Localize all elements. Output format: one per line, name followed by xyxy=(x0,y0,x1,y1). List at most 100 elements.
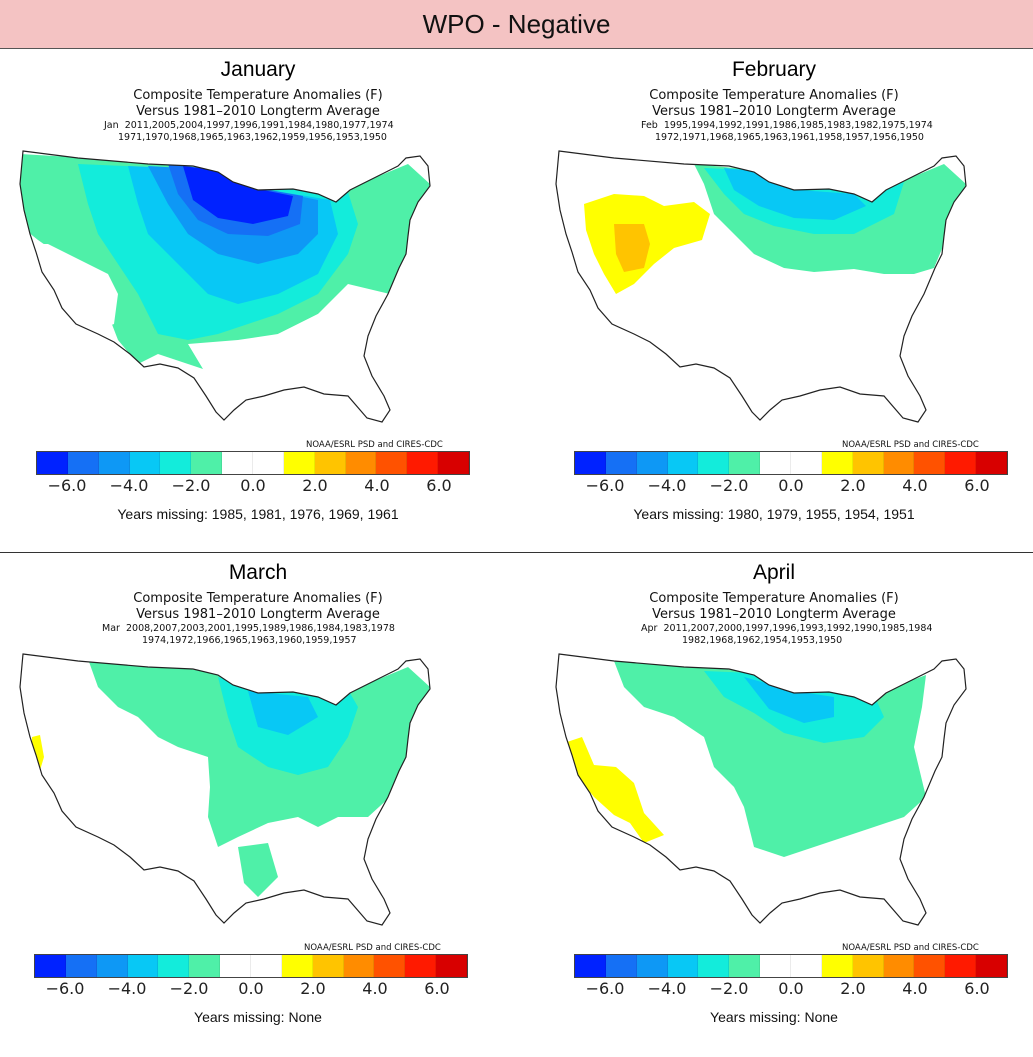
years-missing: Years missing: None xyxy=(710,1009,838,1025)
composite-years-line2: 1972,1971,1968,1965,1963,1961,1958,1957,… xyxy=(655,132,924,143)
colorbar-tick-label: −2.0 xyxy=(709,476,749,495)
colorbar-swatch xyxy=(129,452,161,474)
colorbar-tick-label: 4.0 xyxy=(362,979,388,998)
colorbar-swatch xyxy=(436,955,468,977)
colorbar-ticks: −6.0 −4.0 −2.0 0.0 2.0 4.0 6.0 xyxy=(36,476,470,496)
colorbar-swatch xyxy=(160,452,192,474)
colorbar-ticks: −6.0 −4.0 −2.0 0.0 2.0 4.0 6.0 xyxy=(574,476,1008,496)
panel-chart-title: Composite Temperature Anomalies (F) xyxy=(649,88,899,103)
colorbar-swatch xyxy=(821,955,853,977)
colorbar-swatch xyxy=(914,955,946,977)
years-list: 1995,1994,1992,1991,1986,1985,1983,1982,… xyxy=(663,120,933,131)
colorbar-swatch xyxy=(976,452,1008,474)
colorbar-swatch xyxy=(96,955,128,977)
month-abbr: Apr xyxy=(641,623,658,634)
colorbar-swatch xyxy=(636,452,668,474)
panel-chart-title: Composite Temperature Anomalies (F) xyxy=(649,591,899,606)
colorbar-swatch xyxy=(438,452,470,474)
anomaly-region xyxy=(248,691,318,735)
colorbar-tick-label: 4.0 xyxy=(902,476,928,495)
colorbar-swatch xyxy=(945,452,977,474)
colorbar-swatch xyxy=(98,452,130,474)
colorbar-swatch xyxy=(852,955,884,977)
colorbar-tick-label: 0.0 xyxy=(778,476,804,495)
colorbar-swatch xyxy=(698,955,730,977)
colorbar-swatch xyxy=(729,955,761,977)
colorbar-tick-label: 2.0 xyxy=(300,979,326,998)
anomaly-region xyxy=(724,168,866,220)
composite-years-line2: 1971,1970,1968,1965,1963,1962,1959,1956,… xyxy=(118,132,387,143)
years-missing: Years missing: 1985, 1981, 1976, 1969, 1… xyxy=(117,506,399,522)
composite-years-line1: Mar 2008,2007,2003,2001,1995,1989,1986,1… xyxy=(102,623,395,634)
colorbar-tick-label: 4.0 xyxy=(364,476,390,495)
colorbar-tick-label: −4.0 xyxy=(647,476,687,495)
colorbar-swatch xyxy=(605,955,637,977)
colorbar-swatch xyxy=(127,955,159,977)
colorbar xyxy=(34,954,468,978)
colorbar-swatch xyxy=(575,452,606,474)
month-abbr: Mar xyxy=(102,623,120,634)
colorbar-swatch xyxy=(575,955,606,977)
colorbar-swatch xyxy=(852,452,884,474)
colorbar xyxy=(36,451,470,475)
years-missing: Years missing: 1980, 1979, 1955, 1954, 1… xyxy=(633,506,915,522)
colorbar-tick-label: 6.0 xyxy=(426,476,452,495)
colorbar-swatch xyxy=(253,452,284,474)
panel-divider xyxy=(0,552,1033,553)
colorbar-tick-label: 2.0 xyxy=(840,979,866,998)
anomaly-region xyxy=(614,224,650,272)
years-list: 2011,2005,2004,1997,1996,1991,1984,1980,… xyxy=(124,120,394,131)
anomaly-region xyxy=(238,843,278,897)
anomaly-region xyxy=(20,244,118,330)
colorbar-tick-label: −6.0 xyxy=(585,979,625,998)
colorbar-tick-label: −4.0 xyxy=(647,979,687,998)
panel-april: April Composite Temperature Anomalies (F… xyxy=(516,555,1032,1057)
colorbar-swatch xyxy=(283,452,315,474)
colorbar-tick-label: 6.0 xyxy=(964,476,990,495)
years-missing: Years missing: None xyxy=(194,1009,322,1025)
colorbar-swatch xyxy=(281,955,313,977)
colorbar-tick-label: 0.0 xyxy=(240,476,266,495)
colorbar-swatch xyxy=(314,452,346,474)
colorbar-ticks: −6.0 −4.0 −2.0 0.0 2.0 4.0 6.0 xyxy=(574,979,1008,999)
colorbar-tick-label: −4.0 xyxy=(107,979,147,998)
colorbar-tick-label: 6.0 xyxy=(964,979,990,998)
page-title: WPO - Negative xyxy=(422,8,611,39)
panel-month-title: January xyxy=(220,58,296,81)
colorbar-tick-label: −6.0 xyxy=(47,476,87,495)
colorbar-swatch xyxy=(405,955,437,977)
panel-january: January Composite Temperature Anomalies … xyxy=(0,52,516,554)
colorbar-swatch xyxy=(976,955,1008,977)
colorbar-swatch xyxy=(760,955,792,977)
colorbar-swatch xyxy=(945,955,977,977)
colorbar-tick-label: −2.0 xyxy=(709,979,749,998)
colorbar-swatch xyxy=(605,452,637,474)
years-list: 2011,2007,2000,1997,1996,1993,1992,1990,… xyxy=(663,623,933,634)
colorbar-tick-label: −6.0 xyxy=(45,979,85,998)
panel-month-title: February xyxy=(731,58,817,81)
colorbar-swatch xyxy=(821,452,853,474)
panel-month-title: March xyxy=(228,561,288,584)
panel-march: March Composite Temperature Anomalies (F… xyxy=(0,555,516,1057)
panel-chart-subtitle: Versus 1981–2010 Longterm Average xyxy=(136,104,380,119)
colorbar-swatch xyxy=(189,955,221,977)
colorbar-swatch xyxy=(667,452,699,474)
colorbar-swatch xyxy=(35,955,66,977)
colorbar-swatch xyxy=(220,955,252,977)
colorbar-swatch xyxy=(698,452,730,474)
colorbar-tick-label: 2.0 xyxy=(302,476,328,495)
composite-years-line2: 1982,1968,1962,1954,1953,1950 xyxy=(682,635,843,646)
us-anomaly-map xyxy=(19,653,431,926)
panel-chart-title: Composite Temperature Anomalies (F) xyxy=(133,591,383,606)
colorbar-tick-label: 2.0 xyxy=(840,476,866,495)
panel-february: February Composite Temperature Anomalies… xyxy=(516,52,1032,554)
colorbar-tick-label: 4.0 xyxy=(902,979,928,998)
composite-years-line1: Apr 2011,2007,2000,1997,1996,1993,1992,1… xyxy=(641,623,932,634)
composite-years-line1: Feb 1995,1994,1992,1991,1986,1985,1983,1… xyxy=(641,120,933,131)
panel-chart-subtitle: Versus 1981–2010 Longterm Average xyxy=(652,607,896,622)
us-anomaly-map xyxy=(555,150,967,423)
data-credit: NOAA/ESRL PSD and CIRES-CDC xyxy=(306,440,443,450)
colorbar-swatch xyxy=(191,452,223,474)
colorbar-tick-label: −6.0 xyxy=(585,476,625,495)
data-credit: NOAA/ESRL PSD and CIRES-CDC xyxy=(304,943,441,953)
